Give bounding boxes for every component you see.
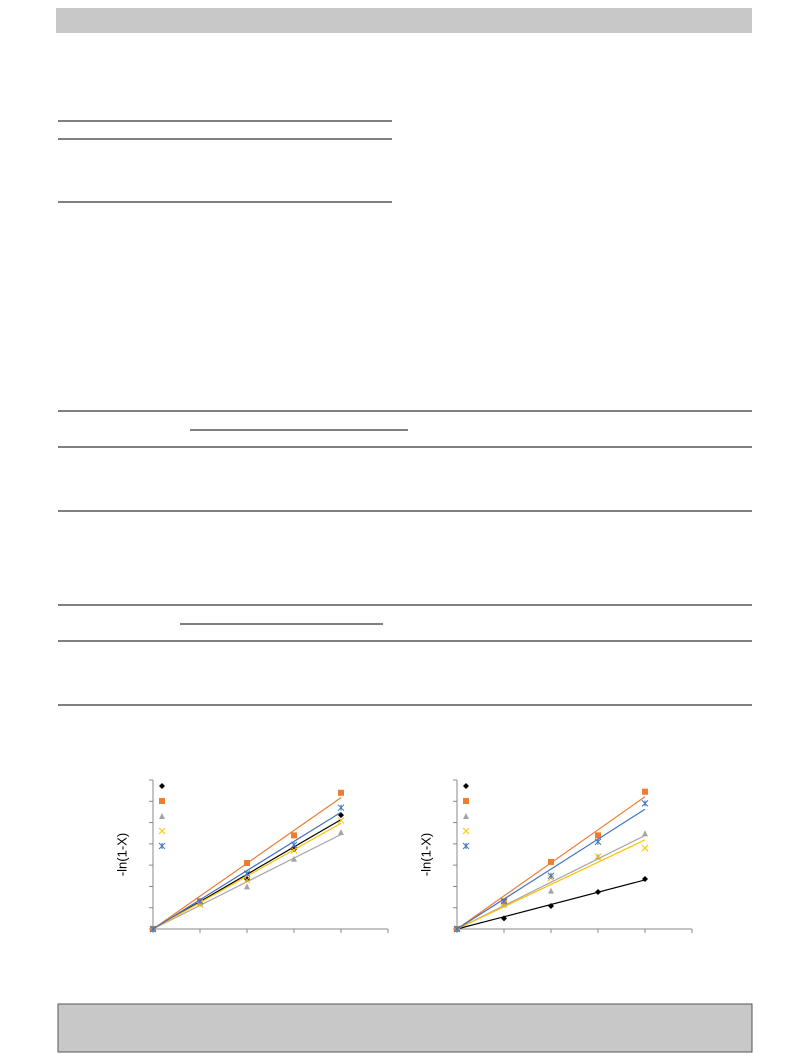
legend-marker [158,842,166,850]
marker [547,872,555,880]
legend-marker [463,783,469,789]
trendline [456,839,646,930]
marker [196,897,204,905]
marker [338,789,344,796]
marker [290,846,298,854]
legend-marker [158,827,166,835]
marker [548,858,554,865]
y-axis-label: -ln(1-X) [418,833,433,876]
marker [641,800,649,807]
marker [337,817,345,824]
marker [548,903,554,910]
trendline [152,811,342,930]
legend-marker [159,813,165,819]
marker [149,925,157,933]
marker [642,875,648,882]
marker [291,855,297,862]
trendline [456,834,646,930]
marker [594,838,602,846]
marker [338,829,344,836]
marker [501,915,507,922]
marker [244,860,250,867]
marker [642,830,648,837]
trendline [456,808,646,930]
marker [548,887,554,894]
marker [453,925,461,933]
legend-marker [463,813,469,819]
marker [244,883,250,890]
marker [243,870,251,878]
marker [291,832,297,839]
marker [290,841,298,849]
marker [196,901,204,908]
marker [595,832,601,839]
legend-marker [462,827,470,835]
legend-marker [159,798,165,804]
marker [243,876,251,884]
marker [642,788,648,795]
footer-box [57,1003,753,1053]
marker [641,844,649,852]
marker [594,853,602,860]
marker [500,897,508,905]
legend-marker [463,798,469,804]
legend-marker [159,783,165,789]
header-bar [56,8,752,33]
trendline [152,833,342,930]
y-axis-label: -ln(1-X) [114,833,129,876]
legend-marker [462,842,470,850]
marker [595,888,601,895]
marker [337,804,345,812]
